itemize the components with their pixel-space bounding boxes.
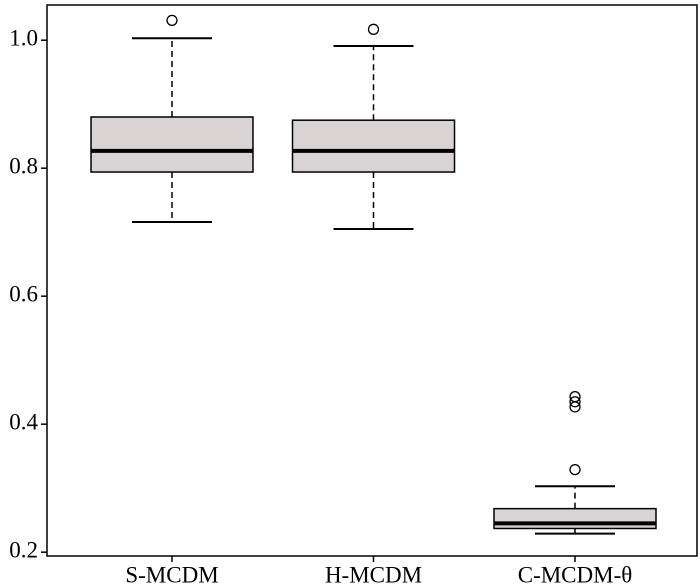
y-tick-label: 0.4: [9, 409, 38, 434]
y-tick-label: 1.0: [9, 25, 38, 50]
box: [90, 116, 254, 173]
plot-frame: [46, 4, 698, 557]
x-tick-label: C-MCDM-θ: [518, 562, 633, 587]
y-tick-label: 0.2: [9, 537, 38, 562]
x-tick-label: S-MCDM: [125, 562, 218, 587]
x-tick-label: H-MCDM: [325, 562, 422, 587]
outlier: [569, 396, 581, 408]
outlier: [569, 463, 581, 476]
y-tick-label: 0.6: [9, 281, 38, 306]
outlier: [569, 401, 581, 413]
y-tick-label: 0.8: [9, 153, 38, 178]
outlier: [367, 23, 380, 35]
box: [493, 507, 657, 530]
box: [291, 119, 456, 173]
outlier: [166, 14, 178, 27]
